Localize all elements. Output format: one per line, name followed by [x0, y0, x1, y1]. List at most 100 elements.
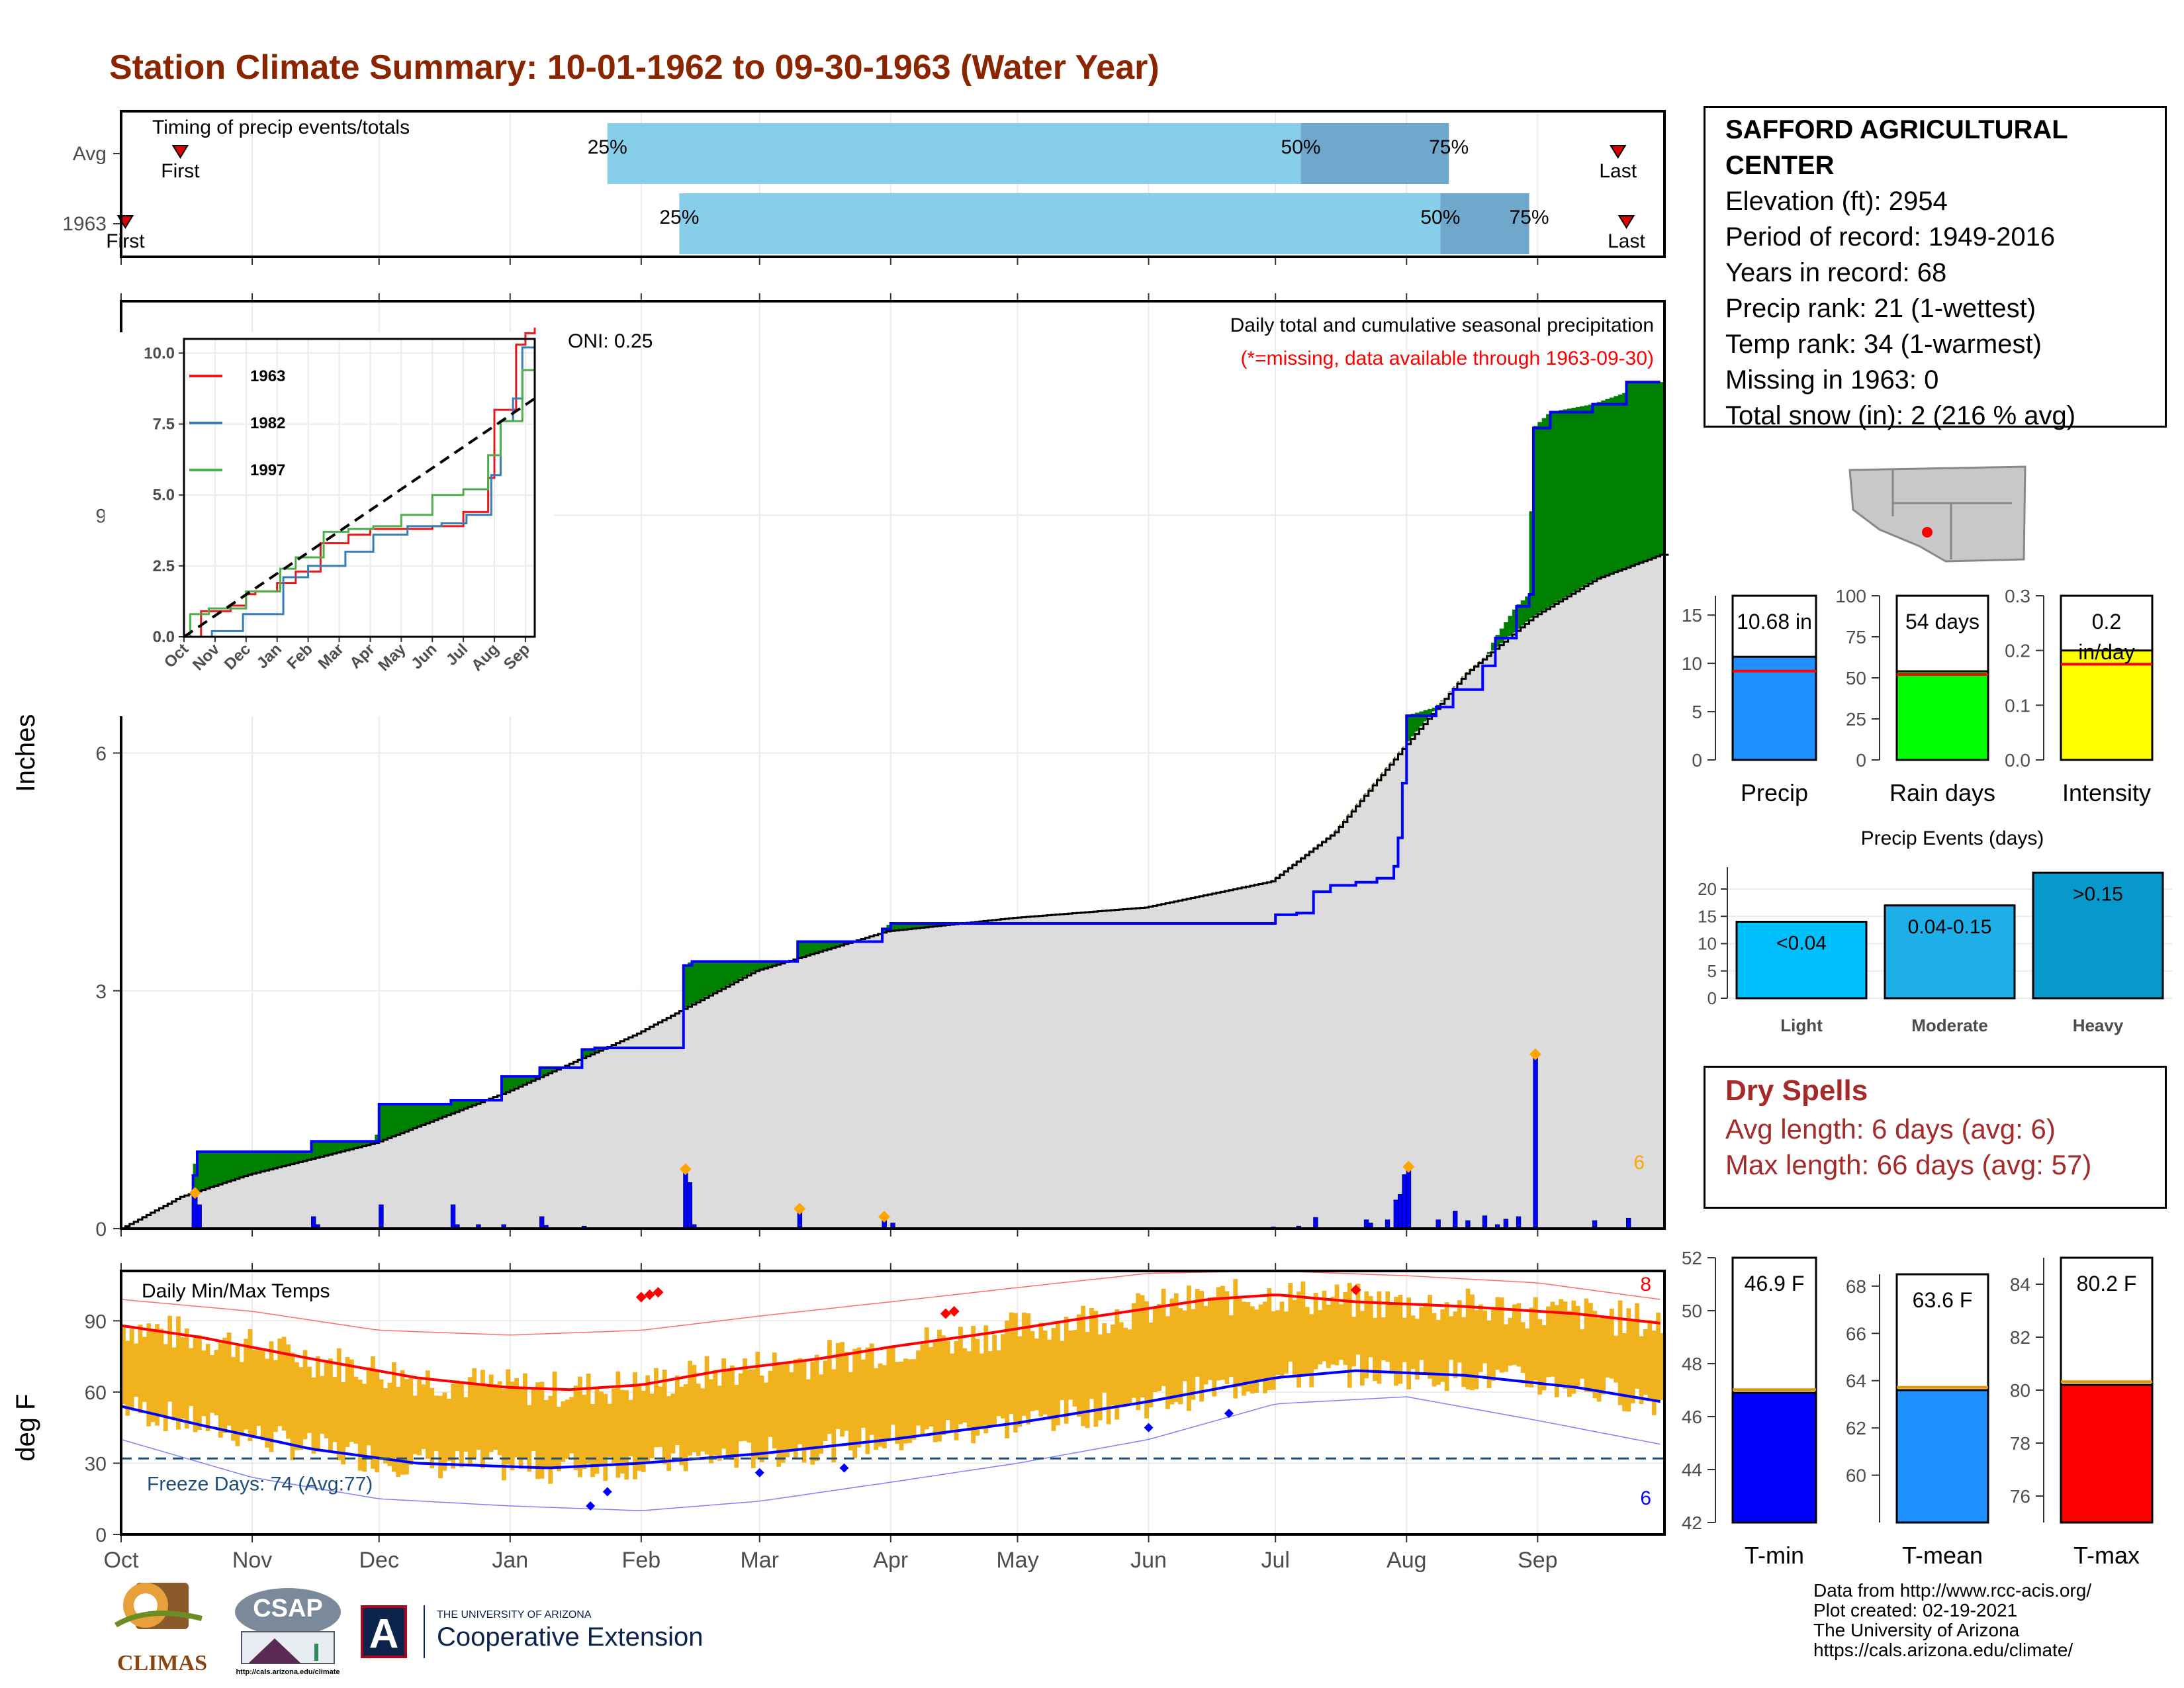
daily-temp-bar: [598, 1391, 604, 1466]
daily-temp-bar: [1423, 1302, 1428, 1374]
daily-temp-bar: [983, 1325, 989, 1434]
climas-logo: CLIMAS: [109, 1579, 215, 1678]
daily-temp-bar: [1140, 1295, 1145, 1397]
precip-above-average-fill: [738, 961, 743, 979]
precip-above-average-fill: [704, 961, 709, 997]
daily-temp-bar: [734, 1384, 739, 1468]
daily-temp-bar: [391, 1362, 396, 1472]
daily-temp-bar: [1617, 1300, 1623, 1405]
daily-temp-bar: [1081, 1305, 1086, 1427]
daily-temp-bar: [451, 1383, 456, 1469]
timing-label-25: 25%: [659, 207, 699, 228]
precip-above-average-fill: [328, 1141, 333, 1154]
tmin-record-marker: [1224, 1409, 1234, 1419]
season-rain-days-y-tick-label: 100: [1835, 586, 1866, 606]
precip-above-average-fill: [320, 1141, 325, 1156]
daily-temp-bar: [1047, 1339, 1052, 1420]
dry-spells-title: Dry Spells: [1725, 1074, 1868, 1107]
daily-temp-bar: [387, 1382, 392, 1466]
precip-y-tick-label: 0: [95, 1219, 107, 1241]
daily-temp-bar: [1486, 1320, 1492, 1388]
daily-temp-bar: [1529, 1307, 1534, 1388]
daily-temp-bar: [1643, 1329, 1648, 1395]
daily-temp-bar: [163, 1344, 168, 1432]
month-label: Dec: [359, 1548, 398, 1573]
daily-temp-bar: [159, 1329, 164, 1416]
precip-above-average-fill: [688, 962, 693, 1006]
daily-temp-bar: [869, 1343, 874, 1435]
daily-temp-bar: [954, 1340, 959, 1440]
daily-temp-bar: [1482, 1310, 1488, 1364]
daily-temp-bar: [1355, 1284, 1361, 1355]
precip-above-average-fill: [1635, 382, 1640, 564]
precip-above-average-fill: [1656, 382, 1661, 556]
daily-temp-bar: [1605, 1318, 1610, 1378]
daily-temp-bar: [1072, 1330, 1077, 1407]
daily-temp-bar: [1504, 1324, 1509, 1372]
tmax-record-marker: [1350, 1284, 1361, 1295]
daily-temp-bar: [835, 1342, 841, 1429]
precip-above-average-fill: [281, 1151, 287, 1166]
daily-temp-bar: [561, 1401, 566, 1462]
precip-above-average-fill: [797, 941, 803, 958]
daily-temp-bar: [730, 1365, 735, 1460]
map-borders: [1891, 470, 2012, 559]
daily-temp-bar: [1389, 1304, 1394, 1372]
daily-temp-bar: [1622, 1333, 1627, 1411]
daily-temp-bar: [1343, 1291, 1348, 1365]
precip-above-average-fill: [916, 923, 921, 928]
daily-temp-bar: [1575, 1305, 1580, 1386]
precip-y-axis-title: Inches: [11, 714, 40, 792]
season-precip-y-tick-label: 10: [1682, 653, 1702, 674]
precip-above-average-fill: [709, 961, 713, 995]
daily-temp-bar: [121, 1326, 126, 1405]
daily-precip-bar: [1402, 1174, 1407, 1229]
timing-title: Timing of precip events/totals: [152, 117, 410, 138]
station-name: SAFFORD AGRICULTURAL: [1725, 115, 2068, 144]
daily-precip-bar: [683, 1168, 688, 1229]
daily-temp-bar: [569, 1397, 574, 1454]
precip-above-average-fill: [1571, 408, 1576, 593]
precip-above-average-fill: [1520, 600, 1525, 626]
daily-precip-bar: [1453, 1211, 1458, 1229]
daily-temp-bar: [193, 1338, 198, 1432]
precip-above-average-fill: [1554, 410, 1559, 603]
daily-temp-bar: [1195, 1289, 1200, 1377]
precip-above-average-fill: [907, 923, 913, 929]
precip-above-average-fill: [244, 1151, 249, 1176]
daily-temp-bar: [302, 1350, 308, 1440]
daily-temp-bar: [518, 1387, 523, 1469]
last-event-marker: [1609, 145, 1627, 159]
daily-temp-bar: [1187, 1286, 1191, 1411]
daily-temp-bar: [210, 1354, 214, 1413]
daily-temp-bar: [1512, 1304, 1517, 1365]
precip-events-bar-label: 0.04-0.15: [1908, 916, 1992, 938]
daily-temp-bar: [890, 1346, 895, 1425]
tmin-record-count: 6: [1640, 1487, 1651, 1509]
daily-temp-bar: [1203, 1305, 1208, 1385]
daily-temp-bar: [1402, 1317, 1407, 1362]
precip-above-average-fill: [1546, 414, 1551, 608]
daily-temp-bar: [768, 1370, 773, 1437]
daily-temp-bar: [400, 1370, 405, 1475]
season-t-mean-category-label: T-mean: [1902, 1542, 1983, 1569]
precip-above-average-fill: [336, 1141, 341, 1152]
precip-events-category: Light: [1780, 1015, 1823, 1035]
credit-data-source: Data from http://www.rcc-acis.org/: [1813, 1580, 2092, 1601]
precip-above-average-fill: [759, 961, 764, 969]
precip-above-average-fill: [890, 923, 895, 931]
daily-temp-bar: [1410, 1315, 1416, 1370]
precip-above-average-fill: [506, 1076, 511, 1092]
precip-events-bar-label: <0.04: [1776, 933, 1827, 955]
average-tmax-line: [120, 1293, 1661, 1391]
daily-precip-bar: [1397, 1194, 1403, 1229]
daily-temp-bar: [975, 1338, 980, 1436]
daily-temp-bar: [987, 1351, 993, 1427]
daily-temp-bar: [1271, 1311, 1276, 1390]
precip-above-average-fill: [1410, 714, 1416, 737]
precip-above-average-fill: [764, 961, 769, 968]
daily-temp-bar: [903, 1358, 908, 1444]
precip-above-average-fill: [1575, 406, 1580, 590]
precip-above-average-fill: [514, 1076, 520, 1088]
daily-temp-bar: [865, 1347, 870, 1454]
